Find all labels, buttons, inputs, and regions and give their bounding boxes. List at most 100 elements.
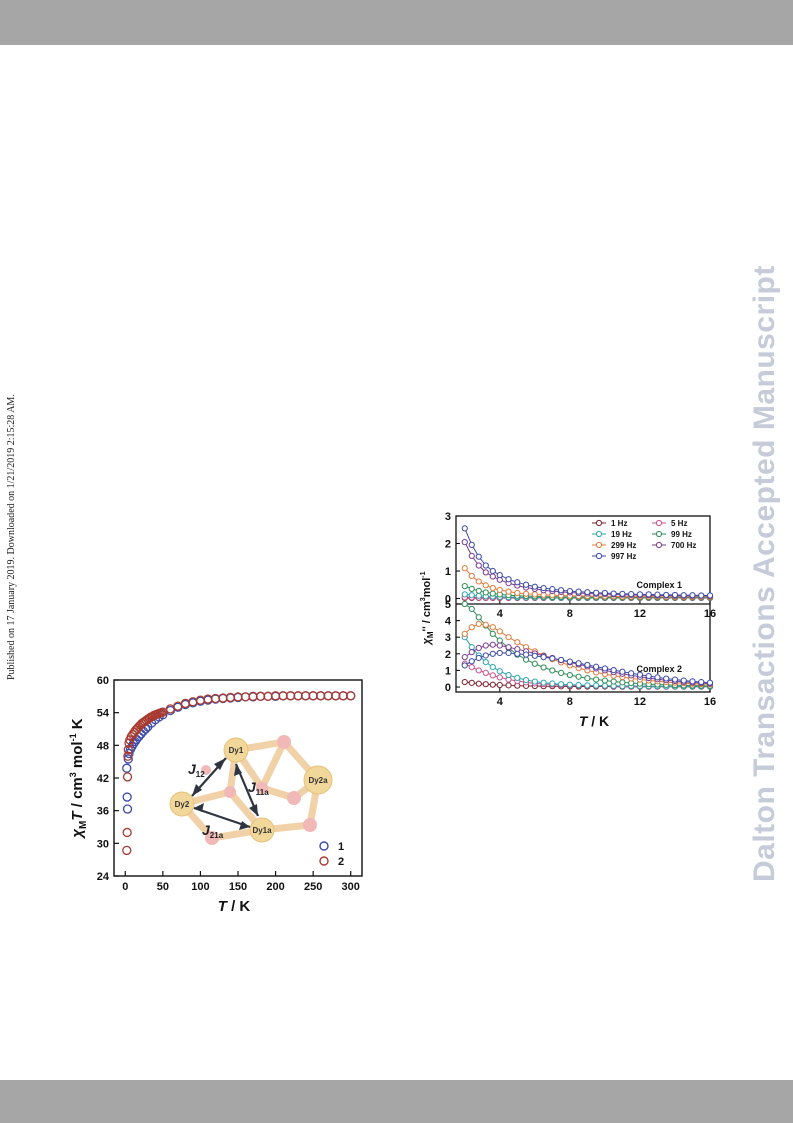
point-bottom-1-Hz bbox=[489, 681, 496, 688]
legend-label-19-Hz: 19 Hz bbox=[611, 530, 632, 539]
point-top-997-Hz bbox=[610, 590, 617, 597]
series-2-point bbox=[122, 772, 133, 782]
point-bottom-299-Hz bbox=[468, 624, 475, 631]
point-top-997-Hz bbox=[531, 583, 538, 590]
point-bottom-700-Hz bbox=[505, 644, 512, 651]
y-tick-label-top: 1 bbox=[445, 566, 451, 578]
x-tick-label: 150 bbox=[229, 881, 247, 893]
point-bottom-19-Hz bbox=[584, 682, 591, 689]
point-bottom-700-Hz bbox=[482, 642, 489, 649]
x-tick-label-mid: 12 bbox=[634, 608, 646, 620]
x-tick-label: 16 bbox=[704, 696, 716, 708]
x-tick-label: 250 bbox=[304, 881, 322, 893]
point-bottom-19-Hz bbox=[505, 671, 512, 679]
series-2-point bbox=[285, 691, 296, 701]
series-2-point bbox=[122, 845, 132, 856]
x-tick-label-mid: 8 bbox=[567, 608, 573, 620]
legend-marker bbox=[595, 552, 603, 560]
point-top-997-Hz bbox=[593, 589, 600, 596]
point-top-299-Hz bbox=[489, 584, 496, 592]
point-top-299-Hz bbox=[522, 590, 530, 597]
point-bottom-19-Hz bbox=[575, 681, 582, 689]
y-tick-label: 30 bbox=[97, 838, 109, 850]
legend-marker bbox=[655, 519, 663, 527]
point-top-997-Hz bbox=[505, 576, 512, 583]
legend-label-997-Hz: 997 Hz bbox=[611, 552, 636, 561]
chi2-points bbox=[461, 525, 714, 690]
series-2-point bbox=[278, 691, 288, 701]
point-bottom-99-Hz bbox=[558, 669, 565, 677]
point-bottom-19-Hz bbox=[593, 682, 600, 689]
chimt-x-axis-label: T / K bbox=[218, 898, 251, 915]
y-tick-label: 24 bbox=[97, 871, 110, 883]
point-top-99-Hz bbox=[461, 583, 468, 590]
y-tick-label-bottom: 1 bbox=[445, 665, 451, 677]
legend-marker-1 bbox=[319, 841, 329, 851]
point-top-997-Hz bbox=[558, 587, 565, 594]
point-top-997-Hz bbox=[689, 592, 696, 599]
point-bottom-997-Hz bbox=[654, 674, 661, 681]
y-tick-label-bottom: 2 bbox=[445, 649, 451, 661]
y-tick-label-bottom: 3 bbox=[445, 632, 451, 644]
point-top-997-Hz bbox=[461, 525, 468, 532]
complex-2-label: Complex 2 bbox=[636, 664, 682, 674]
point-bottom-997-Hz bbox=[482, 652, 489, 659]
label-dy1a: Dy1a bbox=[252, 826, 272, 835]
point-bottom-997-Hz bbox=[496, 649, 503, 657]
y-tick-label: 48 bbox=[97, 740, 109, 752]
point-bottom-997-Hz bbox=[558, 656, 565, 664]
point-bottom-997-Hz bbox=[514, 650, 521, 657]
point-bottom-997-Hz bbox=[461, 662, 468, 669]
point-bottom-997-Hz bbox=[628, 670, 635, 677]
point-top-997-Hz bbox=[549, 586, 556, 593]
point-bottom-299-Hz bbox=[489, 624, 496, 631]
point-bottom-997-Hz bbox=[671, 676, 679, 683]
point-bottom-997-Hz bbox=[584, 661, 591, 669]
point-bottom-700-Hz bbox=[475, 644, 482, 652]
point-top-997-Hz bbox=[482, 562, 489, 569]
point-top-997-Hz bbox=[698, 592, 705, 599]
y-tick-label: 54 bbox=[97, 708, 110, 720]
series-2-point bbox=[218, 693, 228, 703]
point-bottom-997-Hz bbox=[489, 650, 496, 657]
series-2-point bbox=[293, 691, 303, 701]
point-bottom-19-Hz bbox=[496, 668, 503, 675]
point-top-997-Hz bbox=[540, 584, 547, 592]
point-top-997-Hz bbox=[475, 553, 482, 560]
dy4-core-inset: Dy1 Dy2 Dy1a Dy2a J12 J11a J21a bbox=[169, 735, 333, 845]
point-bottom-99-Hz bbox=[475, 614, 482, 621]
series-2-point bbox=[210, 693, 221, 704]
point-top-997-Hz bbox=[619, 590, 626, 597]
legend-label-700-Hz: 700 Hz bbox=[671, 541, 696, 550]
point-top-99-Hz bbox=[468, 585, 475, 592]
point-bottom-997-Hz bbox=[706, 679, 714, 686]
point-bottom-99-Hz bbox=[566, 671, 573, 679]
label-j11a: J11a bbox=[248, 779, 269, 797]
series-1-point bbox=[122, 763, 132, 773]
label-j12: J12 bbox=[188, 761, 205, 779]
point-bottom-99-Hz bbox=[489, 630, 496, 637]
point-top-997-Hz bbox=[496, 572, 503, 579]
legend-label-5-Hz: 5 Hz bbox=[671, 519, 687, 528]
point-top-700-Hz bbox=[461, 539, 468, 546]
point-bottom-99-Hz bbox=[584, 675, 591, 682]
point-top-997-Hz bbox=[575, 588, 582, 595]
point-bottom-299-Hz bbox=[514, 639, 521, 646]
point-bottom-299-Hz bbox=[461, 630, 468, 637]
point-bottom-19-Hz bbox=[549, 680, 556, 687]
point-bottom-997-Hz bbox=[698, 678, 705, 686]
x-tick-label-mid: 16 bbox=[704, 608, 716, 620]
point-bottom-19-Hz bbox=[514, 674, 521, 681]
point-bottom-19-Hz bbox=[522, 676, 530, 684]
point-bottom-99-Hz bbox=[610, 678, 617, 685]
point-top-700-Hz bbox=[475, 562, 482, 569]
series-2-point bbox=[248, 691, 258, 701]
series-2-point bbox=[240, 692, 251, 702]
y-tick-label: 36 bbox=[97, 806, 109, 818]
point-bottom-1-Hz bbox=[482, 681, 489, 688]
point-top-700-Hz bbox=[482, 569, 489, 576]
point-bottom-997-Hz bbox=[475, 654, 482, 662]
x-tick-label: 0 bbox=[122, 881, 128, 893]
point-bottom-997-Hz bbox=[593, 663, 600, 670]
